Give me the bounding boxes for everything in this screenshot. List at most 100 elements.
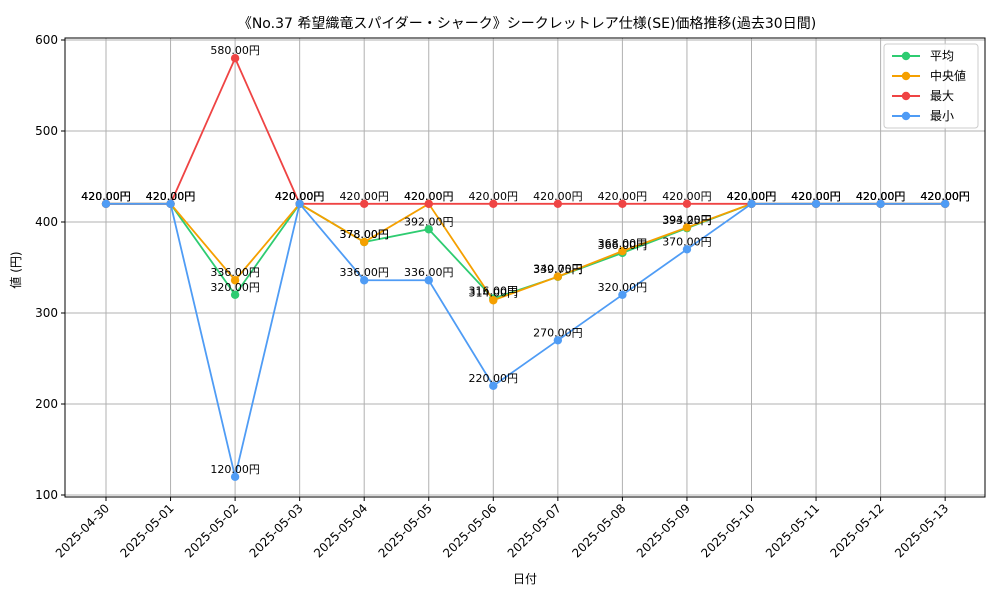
data-label: 378.00円	[339, 228, 389, 241]
legend-label: 平均	[930, 49, 954, 63]
data-label: 420.00円	[662, 190, 712, 203]
data-point	[360, 199, 369, 208]
data-point	[553, 199, 563, 208]
data-labels-group: 420.00円 420.00円 320.00円 420.00円 378.00円 392.0…	[81, 44, 970, 476]
y-tick-label: 100	[35, 488, 58, 502]
chart-title: 《No.37 希望織竜スパイダー・シャーク》シークレットレア仕様(SE)価格推移…	[238, 15, 816, 32]
data-point	[489, 199, 498, 208]
data-label: 420.00円	[856, 190, 906, 203]
plot-frame	[64, 37, 986, 498]
data-point	[295, 199, 304, 208]
data-label: 336.00円	[210, 266, 260, 279]
y-tick-label: 300	[35, 306, 58, 320]
data-point	[101, 199, 111, 208]
x-tick-label: 2025-05-07	[505, 501, 564, 560]
data-label: 420.00円	[469, 190, 519, 203]
data-label: 420.00円	[727, 190, 777, 203]
data-point	[618, 199, 627, 208]
data-label: 420.00円	[920, 190, 970, 203]
data-label: 420.00円	[339, 190, 389, 203]
x-tick-label: 2025-05-09	[634, 501, 693, 560]
data-label: 420.00円	[275, 190, 325, 203]
data-label: 420.00円	[598, 190, 648, 203]
data-label: 336.00円	[339, 266, 389, 279]
data-label: 368.00円	[598, 237, 648, 250]
data-label: 420.00円	[146, 190, 196, 203]
data-label: 420.00円	[727, 190, 777, 203]
data-label: 320.00円	[210, 281, 260, 294]
y-tick-label: 200	[35, 397, 58, 411]
data-point	[940, 199, 950, 208]
x-tick-label: 2025-05-05	[376, 501, 435, 560]
data-label: 420.00円	[275, 190, 325, 203]
data-label: 420.00円	[404, 190, 454, 203]
legend-box	[883, 43, 979, 129]
data-label: 420.00円	[791, 190, 841, 203]
data-label: 420.00円	[920, 190, 970, 203]
legend-label: 最小	[930, 109, 954, 123]
data-label: 336.00円	[404, 266, 454, 279]
series-line	[106, 201, 946, 478]
legend-marker	[901, 91, 911, 101]
data-label: 580.00円	[210, 44, 260, 57]
data-point	[424, 225, 433, 234]
data-label: 420.00円	[791, 190, 841, 203]
data-label: 420.00円	[727, 190, 777, 203]
data-point	[618, 246, 627, 256]
data-label: 120.00円	[210, 463, 260, 476]
data-label: 420.00円	[856, 190, 906, 203]
data-label: 314.00円	[469, 286, 519, 299]
legend-marker	[901, 71, 911, 81]
data-label: 420.00円	[275, 190, 325, 203]
data-point	[230, 54, 240, 63]
legend-marker	[901, 111, 911, 121]
data-point	[424, 276, 433, 285]
x-tick-label: 2025-05-08	[569, 501, 628, 560]
data-label: 420.00円	[81, 190, 131, 203]
x-tick-label: 2025-05-04	[311, 501, 370, 560]
data-label: 420.00円	[81, 190, 131, 203]
y-axis-label: 値 (円)	[8, 251, 23, 288]
data-label: 370.00円	[662, 235, 712, 248]
series-group	[101, 54, 950, 481]
x-tick-label: 2025-05-11	[763, 501, 822, 560]
data-point	[876, 199, 885, 208]
data-point	[682, 199, 692, 208]
data-label: 420.00円	[81, 190, 131, 203]
data-point	[489, 381, 498, 390]
data-label: 420.00円	[727, 190, 777, 203]
data-point	[747, 199, 756, 208]
data-label: 420.00円	[146, 190, 196, 203]
data-point	[682, 223, 692, 232]
data-point	[553, 272, 563, 281]
x-tick-label: 2025-05-01	[117, 501, 176, 560]
data-label: 420.00円	[920, 190, 970, 203]
data-label: 420.00円	[791, 190, 841, 203]
data-label: 394.00円	[662, 213, 712, 226]
data-label: 420.00円	[146, 190, 196, 203]
data-point	[360, 237, 369, 247]
data-point	[230, 290, 240, 299]
data-label: 420.00円	[81, 190, 131, 203]
x-tick-label: 2025-05-02	[182, 501, 241, 560]
data-label: 378.00円	[339, 228, 389, 241]
data-label: 366.00円	[598, 239, 648, 252]
x-axis-label: 日付	[513, 572, 537, 586]
grid	[65, 38, 985, 497]
data-label: 420.00円	[856, 190, 906, 203]
data-label: 420.00円	[275, 190, 325, 203]
x-tick-label: 2025-05-03	[247, 501, 306, 560]
data-point	[230, 276, 240, 285]
y-tick-label: 600	[35, 33, 58, 47]
data-label: 420.00円	[404, 190, 454, 203]
y-tick-label: 400	[35, 215, 58, 229]
data-label: 270.00円	[533, 326, 583, 339]
data-point	[489, 296, 498, 305]
data-label: 420.00円	[533, 190, 583, 203]
data-label: 420.00円	[791, 190, 841, 203]
x-tick-label: 2025-05-06	[440, 501, 499, 560]
legend-label: 最大	[930, 89, 954, 103]
data-point	[553, 336, 563, 345]
